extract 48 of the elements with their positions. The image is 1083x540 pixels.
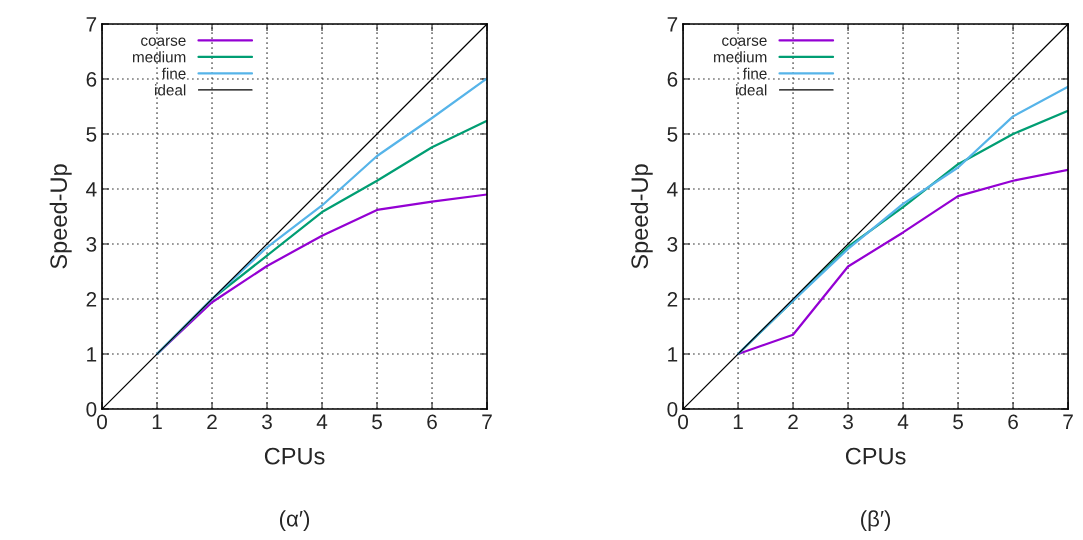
legend-label: coarse <box>722 37 767 46</box>
y-tick-label: 1 <box>87 347 97 362</box>
y-axis-title: Speed-Up <box>630 164 653 269</box>
y-tick-label: 3 <box>86 236 97 252</box>
legend-label: ideal <box>155 84 186 96</box>
x-tick-label: 6 <box>1008 414 1018 430</box>
x-tick-label: 0 <box>97 414 107 430</box>
y-tick-label: 2 <box>667 291 678 307</box>
legend-label: fine <box>742 67 767 79</box>
x-tick-label: 3 <box>843 414 853 430</box>
line-series <box>736 168 1069 356</box>
x-tick-label: 5 <box>953 414 963 430</box>
x-tick-label: 7 <box>1063 414 1073 429</box>
x-tick-label: 4 <box>897 414 909 429</box>
y-tick-label: 5 <box>86 127 97 142</box>
y-tick-label: 1 <box>668 347 678 362</box>
x-tick-label: 2 <box>207 414 217 429</box>
x-axis-title: CPUs <box>264 447 325 465</box>
legend-label: medium <box>714 51 767 63</box>
y-tick-label: 4 <box>86 182 97 197</box>
text: (β′) <box>861 510 891 532</box>
x-tick-label: 7 <box>482 414 492 429</box>
x-tick-label: 3 <box>262 414 272 430</box>
y-tick-label: 6 <box>667 71 678 87</box>
x-tick-label: 2 <box>788 414 798 429</box>
legend-label: medium <box>132 51 186 63</box>
x-tick-label: 0 <box>678 414 689 430</box>
y-tick-label: 5 <box>667 127 678 142</box>
y-tick-label: 7 <box>667 17 678 32</box>
x-tick-label: 4 <box>316 414 328 429</box>
x-tick-label: 6 <box>427 414 437 430</box>
x-tick-label: 5 <box>372 414 382 430</box>
legend-label: ideal <box>736 84 767 96</box>
text: (α′) <box>279 510 310 531</box>
x-tick-label: 1 <box>733 414 743 429</box>
y-tick-label: 6 <box>86 71 97 87</box>
y-tick-label: 0 <box>667 402 678 417</box>
y-axis-title: Speed-Up <box>49 164 72 269</box>
x-axis-title: CPUs <box>845 447 906 465</box>
legend-label: coarse <box>141 37 186 46</box>
y-tick-label: 3 <box>667 236 678 252</box>
y-tick-label: 0 <box>86 402 97 417</box>
x-tick-label: 1 <box>152 414 162 429</box>
y-tick-label: 4 <box>667 182 678 197</box>
legend-label: fine <box>161 67 186 79</box>
line-series <box>155 77 488 356</box>
y-tick-label: 7 <box>86 17 97 32</box>
y-tick-label: 2 <box>86 291 97 307</box>
